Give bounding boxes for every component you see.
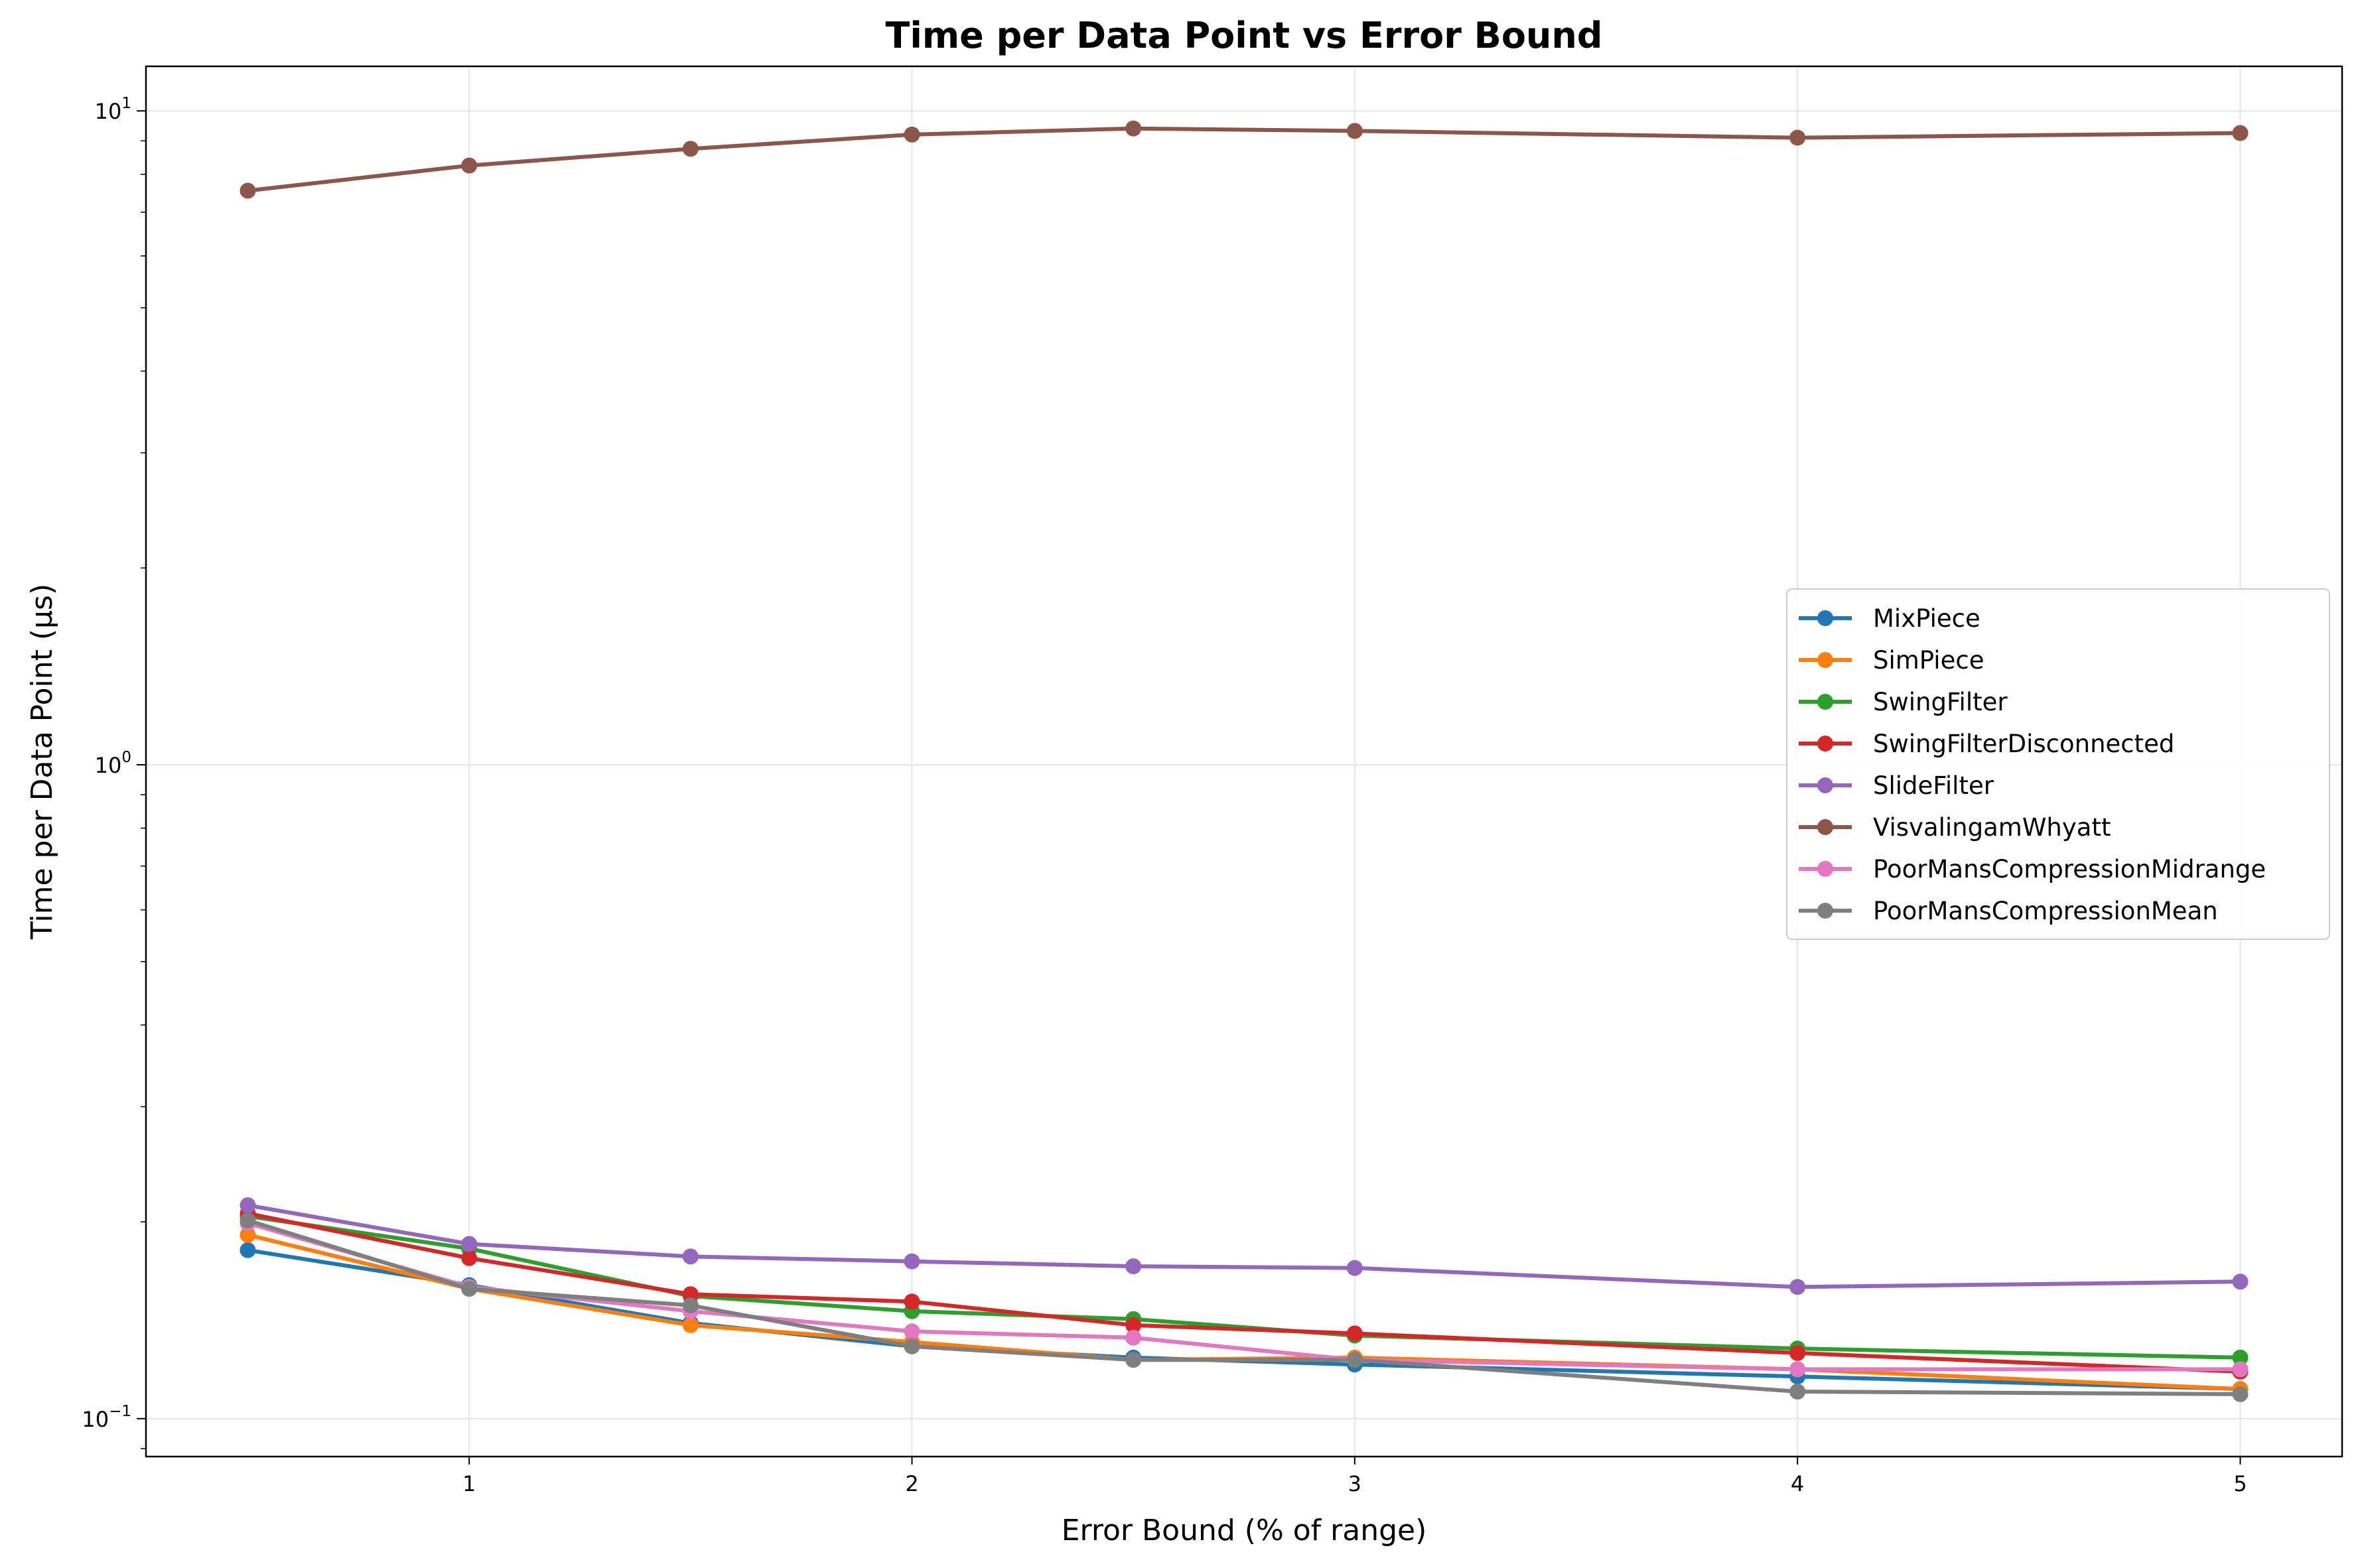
data-point: [682, 1286, 699, 1303]
legend-swatch-marker: [1817, 610, 1833, 626]
data-point: [461, 1280, 478, 1297]
data-point: [1125, 120, 1142, 137]
data-point: [240, 1212, 256, 1228]
data-point: [682, 141, 699, 157]
series-PoorMansCompressionMean: [240, 1212, 2249, 1402]
data-point: [1346, 1352, 1363, 1368]
data-point: [1789, 1344, 1806, 1361]
data-point: [1125, 1317, 1142, 1333]
x-tick-label: 5: [2233, 1471, 2247, 1496]
data-point: [1346, 123, 1363, 139]
legend-swatch-marker: [1817, 736, 1833, 751]
data-point: [682, 1297, 699, 1314]
data-point: [2232, 1386, 2249, 1402]
legend-label: VisvalingamWhyatt: [1873, 813, 2111, 842]
data-point: [904, 126, 920, 143]
data-point: [1789, 129, 1806, 146]
data-point: [2232, 1349, 2249, 1366]
data-point: [461, 157, 478, 174]
data-point: [240, 1197, 256, 1214]
legend-item: PoorMansCompressionMean: [1799, 897, 2218, 925]
data-point: [240, 1242, 256, 1258]
legend-swatch-marker: [1817, 819, 1833, 835]
data-point: [2232, 1361, 2249, 1378]
legend-item: PoorMansCompressionMidrange: [1799, 855, 2266, 883]
data-point: [2232, 1274, 2249, 1290]
data-point: [461, 1250, 478, 1266]
y-tick-base: 10: [95, 753, 122, 778]
series-line: [245, 126, 2243, 193]
data-point: [682, 1248, 699, 1265]
data-point: [1125, 1329, 1142, 1346]
legend-label: PoorMansCompressionMean: [1873, 897, 2218, 925]
legend-label: SwingFilter: [1873, 688, 2008, 716]
y-axis-title: Time per Data Point (µs): [25, 584, 59, 940]
data-point: [240, 1226, 256, 1243]
legend-item: MixPiece: [1799, 604, 1980, 633]
legend-item: SlideFilter: [1799, 771, 1994, 800]
data-point: [904, 1253, 920, 1270]
data-point: [1789, 1279, 1806, 1295]
series-VisvalingamWhyatt: [240, 120, 2249, 199]
legend-label: PoorMansCompressionMidrange: [1873, 855, 2266, 883]
legend-box: [1786, 588, 2330, 940]
series-line: [245, 1211, 2243, 1374]
x-tick-label: 3: [1348, 1471, 1361, 1496]
legend-item: SimPiece: [1799, 646, 1984, 675]
legend-label: SimPiece: [1873, 646, 1984, 675]
y-tick-label: 10−1: [82, 1403, 131, 1432]
data-point: [1125, 1258, 1142, 1275]
data-point: [2232, 125, 2249, 141]
data-point: [240, 182, 256, 199]
legend-swatch-marker: [1817, 861, 1833, 877]
data-point: [1789, 1384, 1806, 1400]
legend-label: SlideFilter: [1873, 771, 1994, 800]
data-point: [904, 1293, 920, 1310]
legend-swatch-marker: [1817, 694, 1833, 710]
y-tick-base: 10: [82, 1407, 109, 1432]
data-point: [682, 1317, 699, 1333]
chart-title: Time per Data Point vs Error Bound: [886, 15, 1603, 56]
x-tick-label: 2: [905, 1471, 918, 1496]
legend-item: SwingFilterDisconnected: [1799, 730, 2174, 758]
data-point: [1346, 1325, 1363, 1342]
legend-item: VisvalingamWhyatt: [1799, 813, 2111, 842]
legend-swatch-marker: [1817, 777, 1833, 793]
x-tick-label: 4: [1791, 1471, 1804, 1496]
x-tick-label: 1: [462, 1471, 476, 1496]
series-layer: [240, 120, 2249, 1402]
legend: MixPiece SimPiece SwingFilter SwingFilterDi…: [1786, 588, 2330, 940]
data-point: [1346, 1260, 1363, 1276]
series-line: [245, 1203, 2243, 1289]
data-point: [1125, 1352, 1142, 1368]
data-point: [1789, 1361, 1806, 1378]
y-tick-label: 101: [95, 95, 131, 124]
legend-label: MixPiece: [1873, 604, 1980, 633]
y-tick-label: 100: [95, 749, 131, 778]
y-tick-exponent: 0: [121, 749, 131, 766]
series-line: [245, 1218, 2243, 1396]
y-tick-base: 10: [95, 99, 122, 124]
plot-area-frame: [145, 65, 2343, 1458]
y-tick-exponent: −1: [109, 1403, 131, 1420]
data-point: [461, 1236, 478, 1252]
legend-swatch-marker: [1817, 903, 1833, 919]
x-axis-title: Error Bound (% of range): [1062, 1514, 1427, 1547]
legend-label: SwingFilterDisconnected: [1873, 730, 2174, 758]
y-tick-exponent: 1: [121, 95, 131, 112]
legend-item: SwingFilter: [1799, 688, 2008, 716]
data-point: [904, 1323, 920, 1340]
series-SlideFilter: [240, 1197, 2249, 1295]
legend-swatch-marker: [1817, 652, 1833, 668]
data-point: [904, 1338, 920, 1354]
